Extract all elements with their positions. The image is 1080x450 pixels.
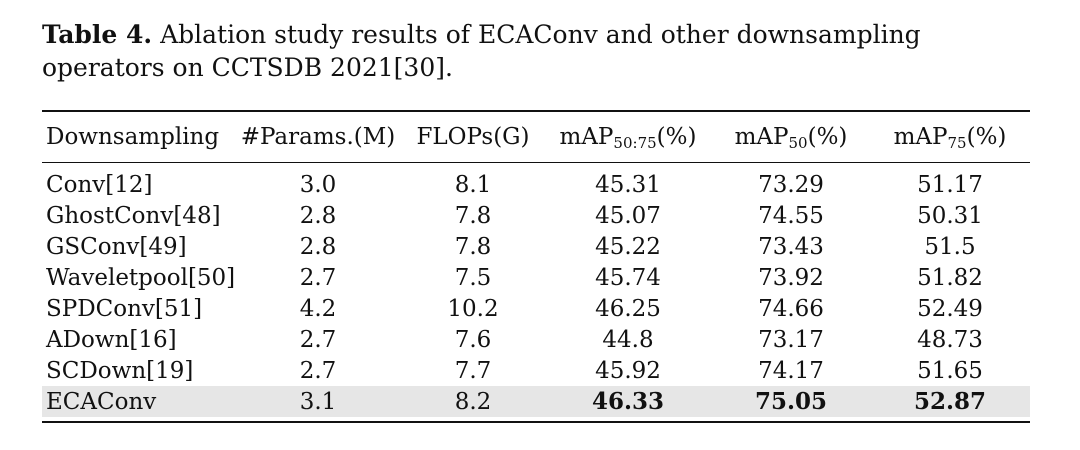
header-map5075-base: mAP [559,124,614,150]
cell-map75: 52.49 [917,295,983,322]
header-downsampling: Downsampling [46,124,220,150]
header-params: #Params.(M) [240,124,396,150]
cell-map5075: 46.33 [591,388,665,415]
cell-flops: 10.2 [447,295,499,322]
table-top-rule [42,110,1030,112]
cell-flops: 8.1 [454,171,492,198]
caption-label: Table 4. [42,20,153,49]
table-row: Conv[12] 3.0 8.1 45.31 73.29 51.17 [42,169,1030,200]
header-map75-unit: (%) [966,124,1007,150]
cell-params: 3.1 [299,388,337,415]
cell-map5075: 44.8 [602,326,654,353]
cell-map50: 73.29 [758,171,824,198]
cell-map50: 74.66 [758,295,824,322]
header-map50-unit: (%) [807,124,848,150]
cell-map5075: 45.07 [595,202,661,229]
header-flops: FLOPs(G) [416,124,530,150]
cell-flops: 8.2 [454,388,492,415]
header-map75-base: mAP [893,124,948,150]
cell-params: 2.7 [299,264,337,291]
header-map5075: mAP50:75(%) [544,124,712,152]
table-row-highlighted: ECAConv 3.1 8.2 46.33 75.05 52.87 [42,386,1030,417]
table-row: SPDConv[51] 4.2 10.2 46.25 74.66 52.49 [42,293,1030,324]
cell-name: ADown[16] [46,326,177,353]
table-row: ADown[16] 2.7 7.6 44.8 73.17 48.73 [42,324,1030,355]
cell-map50: 73.43 [758,233,824,260]
table-caption: Table 4. Ablation study results of ECACo… [42,18,1042,84]
cell-name: GhostConv[48] [46,202,221,229]
table-header-row: Downsampling #Params.(M) FLOPs(G) mAP50:… [42,112,1030,162]
cell-map5075: 45.74 [595,264,661,291]
cell-name: ECAConv [46,388,157,415]
header-map75: mAP75(%) [870,124,1030,152]
table-row: Waveletpool[50] 2.7 7.5 45.74 73.92 51.8… [42,262,1030,293]
header-map50-base: mAP [734,124,789,150]
cell-params: 2.7 [299,326,337,353]
table-bottom-rule [42,421,1030,423]
cell-params: 2.8 [299,202,337,229]
cell-name: SCDown[19] [46,357,194,384]
cell-map75: 51.65 [917,357,983,384]
cell-params: 3.0 [299,171,337,198]
cell-name: SPDConv[51] [46,295,203,322]
results-table: Downsampling #Params.(M) FLOPs(G) mAP50:… [42,110,1030,423]
cell-flops: 7.6 [454,326,492,353]
cell-name: Waveletpool[50] [46,264,236,291]
cell-map5075: 45.22 [595,233,661,260]
caption-text: Ablation study results of ECAConv and ot… [42,20,921,82]
cell-params: 4.2 [299,295,337,322]
cell-map50: 73.17 [758,326,824,353]
cell-map5075: 46.25 [595,295,661,322]
cell-name: GSConv[49] [46,233,187,260]
cell-map75: 51.5 [924,233,976,260]
cell-map75: 50.31 [917,202,983,229]
header-map50-sub: 50 [788,134,808,152]
cell-map75: 48.73 [917,326,983,353]
header-map5075-unit: (%) [656,124,697,150]
cell-map75: 51.17 [917,171,983,198]
header-map5075-sub: 50:75 [613,134,657,152]
table-row: GSConv[49] 2.8 7.8 45.22 73.43 51.5 [42,231,1030,262]
cell-name: Conv[12] [46,171,153,198]
cell-flops: 7.5 [454,264,492,291]
header-map75-sub: 75 [947,134,967,152]
cell-map5075: 45.31 [595,171,661,198]
cell-map75: 52.87 [913,388,987,415]
cell-map75: 51.82 [917,264,983,291]
cell-flops: 7.8 [454,202,492,229]
cell-map50: 74.17 [758,357,824,384]
cell-flops: 7.7 [454,357,492,384]
cell-map50: 75.05 [754,388,828,415]
table-row: SCDown[19] 2.7 7.7 45.92 74.17 51.65 [42,355,1030,386]
cell-map50: 73.92 [758,264,824,291]
cell-map5075: 45.92 [595,357,661,384]
cell-flops: 7.8 [454,233,492,260]
cell-params: 2.8 [299,233,337,260]
table-row: GhostConv[48] 2.8 7.8 45.07 74.55 50.31 [42,200,1030,231]
table-mid-rule [42,162,1030,163]
cell-map50: 74.55 [758,202,824,229]
cell-params: 2.7 [299,357,337,384]
header-map50: mAP50(%) [712,124,870,152]
